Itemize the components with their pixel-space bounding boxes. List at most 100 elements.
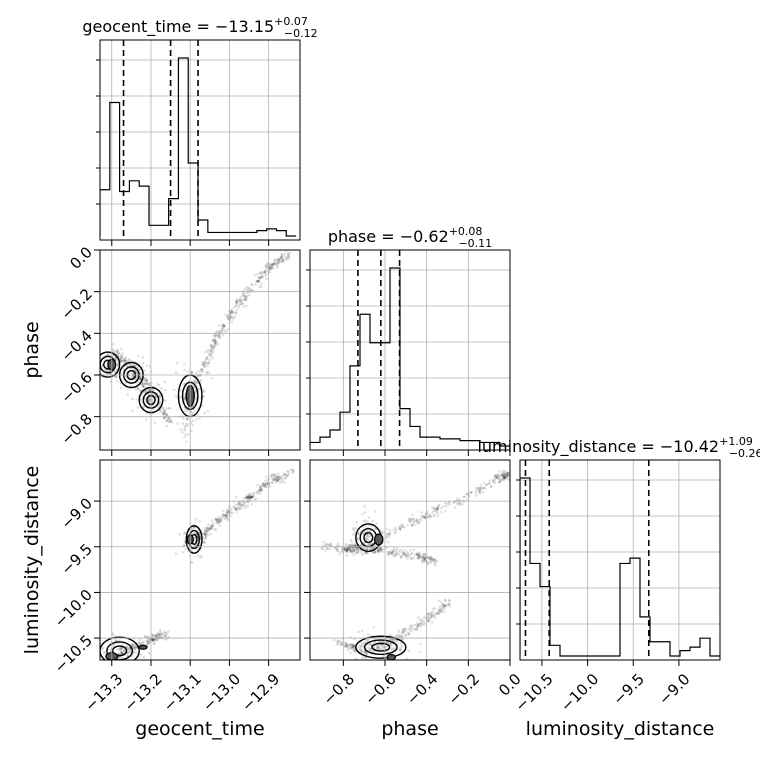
scatter-point — [203, 533, 206, 536]
scatter-point — [116, 363, 119, 366]
scatter-point — [205, 357, 208, 360]
scatter-point — [210, 376, 214, 380]
scatter-point — [280, 255, 284, 258]
scatter-point — [248, 496, 251, 499]
scatter-point — [439, 604, 442, 608]
scatter-point — [193, 400, 197, 404]
scatter-point — [418, 553, 422, 557]
scatter-point — [277, 475, 280, 479]
scatter-point — [123, 359, 127, 363]
scatter-point — [131, 660, 134, 663]
scatter-point — [437, 504, 441, 507]
scatter-point — [507, 473, 510, 477]
scatter-point — [344, 645, 347, 649]
scatter-point — [359, 543, 363, 547]
scatter-point — [93, 665, 96, 668]
scatter-point — [174, 395, 178, 398]
scatter-point — [246, 496, 250, 499]
scatter-point — [206, 527, 209, 530]
scatter-point — [389, 648, 392, 651]
scatter-point — [501, 474, 505, 478]
scatter-point — [353, 530, 357, 533]
scatter-point — [350, 644, 354, 647]
scatter-point — [272, 261, 276, 265]
scatter-point — [377, 548, 381, 551]
scatter-point — [398, 648, 402, 651]
scatter-point — [410, 551, 414, 555]
scatter-point — [349, 549, 352, 553]
scatter-point — [444, 599, 447, 602]
scatter-point — [431, 559, 435, 563]
scatter-point — [399, 528, 402, 531]
scatter-point — [286, 255, 290, 259]
scatter-point — [433, 563, 437, 567]
scatter-point — [398, 634, 402, 637]
scatter-point — [131, 643, 134, 647]
scatter-point — [172, 388, 176, 392]
scatter-point — [263, 485, 266, 489]
scatter-point — [209, 349, 213, 353]
scatter-point — [399, 646, 403, 650]
scatter-point — [349, 651, 352, 655]
scatter-point — [495, 475, 499, 478]
scatter-point — [428, 611, 432, 615]
scatter-point — [96, 670, 99, 673]
scatter-point — [234, 304, 237, 307]
scatter-point — [234, 507, 238, 511]
scatter-point — [163, 399, 167, 402]
scatter-point — [158, 633, 162, 636]
scatter-point — [135, 646, 138, 649]
scatter-point — [352, 644, 355, 647]
scatter-point — [348, 546, 351, 550]
scatter-point — [386, 535, 390, 538]
scatter-point — [209, 527, 213, 530]
scatter-point — [156, 634, 159, 638]
scatter-point — [280, 254, 284, 257]
scatter-point — [376, 548, 379, 552]
scatter-point — [280, 474, 284, 478]
scatter-point — [119, 356, 123, 360]
scatter-point — [479, 487, 483, 490]
xtick-label-luminosity_distance: −10.0 — [557, 670, 602, 715]
scatter-point — [202, 389, 206, 393]
scatter-point — [382, 530, 385, 534]
scatter-point — [273, 258, 277, 261]
scatter-point — [220, 330, 224, 333]
scatter-point — [474, 491, 478, 495]
scatter-point — [488, 481, 491, 485]
scatter-point — [276, 478, 280, 482]
scatter-point — [105, 369, 109, 372]
scatter-point — [222, 324, 226, 327]
scatter-point — [372, 551, 376, 554]
scatter-point — [348, 647, 351, 650]
scatter-point — [155, 638, 158, 641]
scatter-point — [141, 382, 144, 386]
panel-clip-phase_vs_geocent_time — [100, 250, 292, 443]
scatter-point — [277, 258, 281, 262]
scatter-point — [164, 635, 167, 638]
scatter-point — [335, 548, 339, 552]
scatter-point — [351, 544, 355, 547]
hist-clip-phase — [310, 250, 510, 450]
scatter-point — [360, 544, 363, 547]
scatter-point — [382, 647, 385, 650]
scatter-point — [401, 628, 405, 631]
scatter-point — [166, 419, 170, 422]
scatter-point — [119, 347, 123, 351]
scatter-point — [366, 533, 369, 537]
scatter-point — [348, 547, 351, 551]
scatter-point — [487, 482, 490, 486]
scatter-point — [148, 397, 151, 401]
scatter-point — [440, 506, 443, 510]
scatter-point — [479, 483, 482, 487]
scatter-point — [448, 501, 451, 504]
scatter-point — [277, 259, 281, 262]
scatter-point — [201, 361, 204, 364]
scatter-point — [257, 488, 261, 491]
scatter-point — [262, 482, 266, 485]
scatter-point — [280, 257, 284, 260]
scatter-point — [336, 643, 339, 646]
scatter-point — [144, 389, 148, 392]
scatter-point — [126, 651, 129, 655]
scatter-point — [360, 551, 364, 555]
